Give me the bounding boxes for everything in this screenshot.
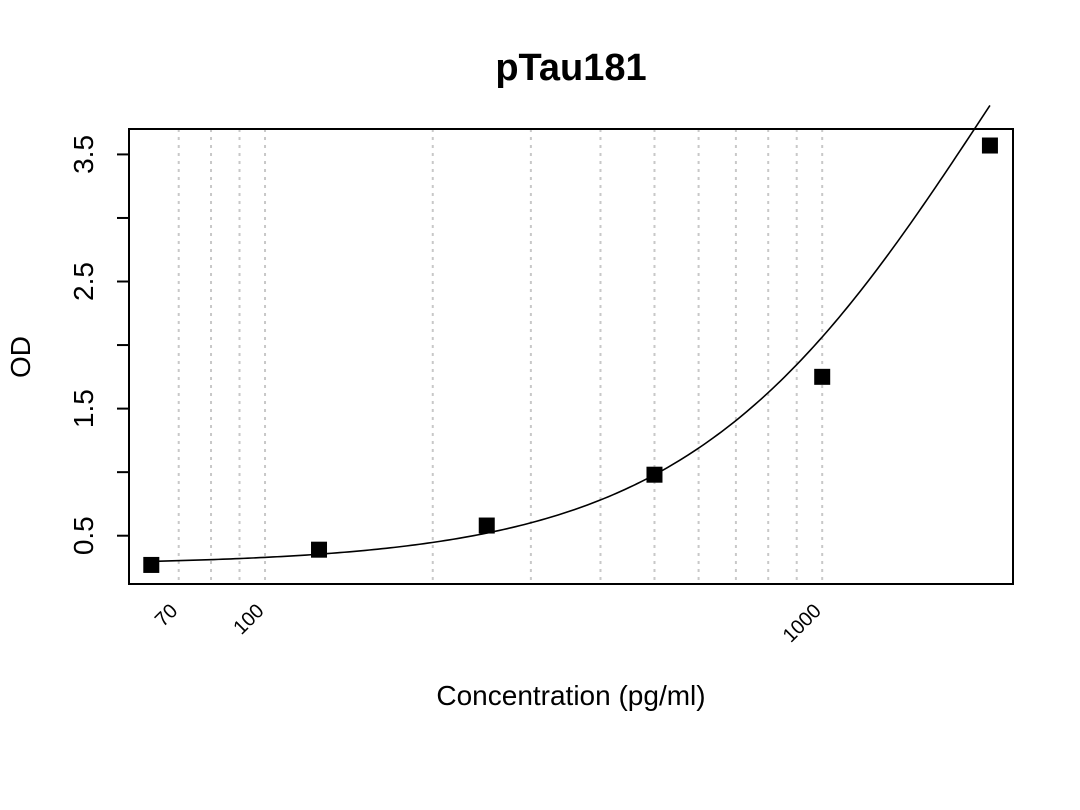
data-point: [478, 517, 495, 534]
data-points: [143, 137, 998, 573]
x-axis-label: Concentration (pg/ml): [436, 680, 705, 711]
grid-layer: [177, 129, 824, 584]
data-point: [981, 137, 998, 154]
x-tick-label: 70: [151, 600, 182, 631]
y-axis-label: OD: [5, 336, 36, 378]
y-tick-label: 3.5: [68, 135, 99, 174]
y-axis: 0.5 1.5 2.5 3.5: [68, 135, 129, 555]
x-axis: 70 100 1000: [151, 600, 826, 647]
plot-frame: [128, 128, 1014, 585]
y-tick-label: 2.5: [68, 262, 99, 301]
x-tick-label: 1000: [779, 600, 826, 647]
data-point: [143, 556, 160, 573]
y-tick-label: 1.5: [68, 389, 99, 428]
fit-curve: [151, 105, 991, 563]
data-point: [311, 541, 328, 558]
fit-curve-layer: [151, 105, 991, 563]
data-point: [814, 368, 831, 385]
data-point: [646, 466, 663, 483]
x-tick-label: 100: [229, 600, 268, 639]
chart-title: pTau181: [495, 47, 646, 89]
y-tick-label: 0.5: [68, 516, 99, 555]
